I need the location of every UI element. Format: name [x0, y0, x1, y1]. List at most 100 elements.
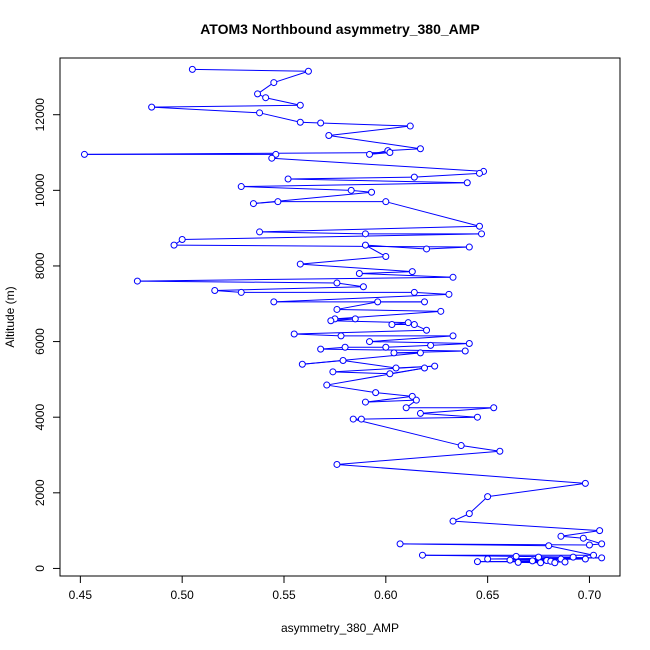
data-point	[333, 279, 341, 287]
y-tick-label: 12000	[33, 98, 47, 132]
data-point	[388, 321, 396, 329]
data-point	[449, 332, 457, 340]
series-segment	[361, 416, 478, 420]
series-segment	[288, 176, 415, 180]
data-point	[461, 347, 469, 355]
data-point	[598, 554, 606, 562]
x-axis: 0.45 0.50 0.55 0.60 0.65 0.70	[69, 575, 602, 602]
data-point	[80, 150, 88, 158]
series-segment	[192, 68, 309, 72]
data-point	[402, 404, 410, 412]
data-point	[382, 198, 390, 206]
data-point	[148, 103, 156, 111]
x-tick-label: 0.70	[578, 588, 602, 602]
series-segment	[420, 412, 478, 418]
series-segment	[548, 545, 594, 556]
series-segment	[468, 496, 488, 514]
series-segment	[452, 520, 600, 532]
data-point	[337, 332, 345, 340]
data-point	[361, 398, 369, 406]
data-point	[421, 298, 429, 306]
data-point	[333, 460, 341, 468]
data-point	[551, 559, 559, 567]
series-segment	[365, 395, 413, 403]
series-segment	[487, 482, 586, 498]
series-segment	[332, 365, 435, 373]
series-segment	[375, 392, 413, 397]
chart-title: ATOM3 Northbound asymmetry_380_AMP	[200, 21, 480, 37]
data-point	[339, 356, 347, 364]
data-point	[392, 364, 400, 372]
data-point	[431, 362, 439, 370]
series-segment	[422, 554, 517, 557]
x-tick-label: 0.55	[272, 588, 296, 602]
data-point	[298, 360, 306, 368]
data-point	[596, 527, 604, 535]
series-segment	[328, 135, 421, 150]
data-point	[569, 553, 577, 561]
series-segment	[461, 445, 500, 452]
data-point	[404, 319, 412, 327]
data-point	[368, 188, 376, 196]
data-point	[317, 119, 325, 127]
data-point	[357, 415, 365, 423]
data-point	[329, 368, 337, 376]
data-point	[323, 381, 331, 389]
series-segment	[342, 359, 397, 369]
data-point	[445, 290, 453, 298]
data-point	[366, 338, 374, 346]
data-point	[418, 551, 426, 559]
data-point	[537, 559, 545, 567]
series-segment	[560, 530, 600, 537]
data-point	[341, 343, 349, 351]
data-point	[386, 149, 394, 157]
series-segment	[420, 407, 494, 414]
data-point	[133, 277, 141, 285]
series-segment	[336, 450, 500, 465]
data-point	[416, 349, 424, 357]
data-point	[449, 273, 457, 281]
data-point	[478, 230, 486, 238]
data-point	[372, 389, 380, 397]
x-axis-label: asymmetry_380_AMP	[281, 621, 399, 635]
data-point	[473, 558, 481, 566]
data-point	[256, 109, 264, 117]
data-point	[410, 173, 418, 181]
series-segment	[385, 344, 431, 348]
series-segment	[414, 291, 449, 295]
series-segment	[273, 70, 309, 84]
y-tick-label: 8000	[33, 252, 47, 279]
series-segment	[294, 329, 427, 335]
series-segment	[414, 172, 480, 178]
data-point	[484, 493, 492, 501]
data-point	[496, 447, 504, 455]
series-segment	[359, 273, 454, 278]
data-point	[178, 235, 186, 243]
series-segment	[241, 182, 468, 188]
data-point	[270, 79, 278, 87]
data-point	[325, 132, 333, 140]
series-segment	[332, 371, 390, 375]
x-tick-label: 0.50	[171, 588, 195, 602]
data-point	[296, 118, 304, 126]
data-point	[598, 540, 606, 548]
series-segment	[253, 201, 278, 205]
data-point	[449, 517, 457, 525]
data-point	[374, 298, 382, 306]
data-point	[396, 540, 404, 548]
data-point	[506, 556, 514, 564]
series-segment	[137, 280, 337, 284]
data-point	[382, 253, 390, 261]
series-segment	[137, 276, 454, 282]
data-point	[465, 243, 473, 251]
data-point	[585, 541, 593, 549]
series-segment	[273, 293, 449, 303]
data-point	[333, 305, 341, 313]
data-point	[416, 145, 424, 153]
data-point	[382, 343, 390, 351]
data-point	[465, 339, 473, 347]
data-point	[475, 222, 483, 230]
data-point	[406, 122, 414, 130]
data-point	[355, 270, 363, 278]
